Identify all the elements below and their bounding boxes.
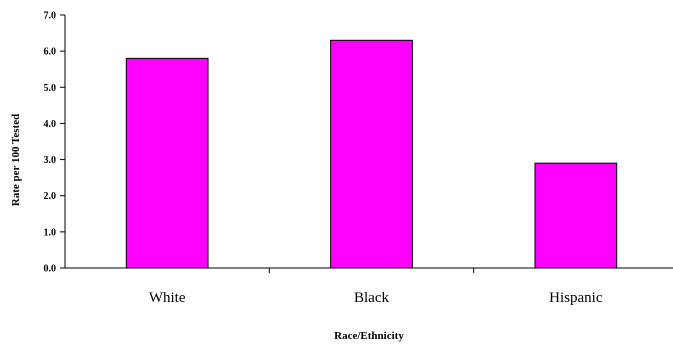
- y-tick-label: 6.0: [44, 47, 57, 58]
- y-tick-label: 1.0: [44, 227, 57, 238]
- bars: [125, 39, 618, 269]
- category-labels: White Black Hispanic: [149, 290, 603, 306]
- bar-black: [330, 39, 413, 269]
- category-label: Black: [354, 290, 389, 306]
- bar-hispanic: [534, 162, 618, 269]
- x-axis: [65, 267, 673, 273]
- y-tick-label: 0.0: [44, 264, 57, 275]
- category-label: White: [149, 290, 186, 306]
- bar-white: [125, 57, 209, 269]
- y-tick-label: 5.0: [44, 83, 57, 94]
- y-axis: 0.0 1.0 2.0 3.0 4.0 5.0 6.0 7.0: [44, 11, 66, 275]
- x-axis-title: Race/Ethnicity: [334, 330, 404, 342]
- y-tick-label: 7.0: [44, 11, 57, 22]
- y-tick-label: 2.0: [44, 191, 57, 202]
- y-axis-title: Rate per 100 Tested: [10, 114, 22, 206]
- y-tick-label: 3.0: [44, 155, 57, 166]
- category-label: Hispanic: [549, 290, 603, 306]
- y-tick-label: 4.0: [44, 119, 57, 130]
